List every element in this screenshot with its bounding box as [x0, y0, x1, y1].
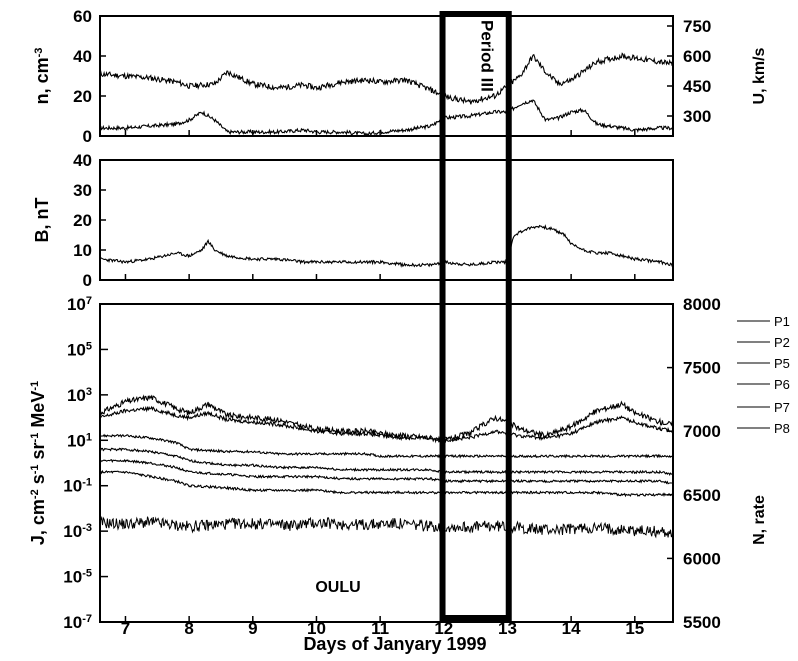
series-U	[99, 52, 674, 105]
series-oulu	[99, 515, 674, 539]
tick-label: 10-5	[63, 568, 92, 587]
x-tick-label: 10	[307, 619, 326, 638]
x-axis-label: Days of Janyary 1999	[303, 634, 486, 654]
x-tick-label: 14	[562, 619, 581, 638]
x-tick-label: 15	[625, 619, 644, 638]
legend-label: P7	[774, 400, 790, 415]
series-layer	[99, 52, 674, 539]
tick-label: 450	[683, 77, 711, 96]
middle-left-ticks: 0 10 20 30 40	[73, 151, 106, 290]
x-tick-label: 12	[434, 619, 453, 638]
bottom-right-ticks: 5500 6000 6500 7000 7500 8000	[667, 295, 721, 632]
x-tick-label: 11	[371, 619, 389, 638]
legend-label: P6	[774, 377, 790, 392]
series-P2	[99, 405, 674, 444]
tick-label: 60	[73, 7, 92, 26]
tick-label: 103	[67, 386, 92, 405]
tick-label: 40	[73, 151, 92, 170]
tick-label: 40	[73, 47, 92, 66]
tick-label: 600	[683, 47, 711, 66]
y-axis-label-top: n, cm-3	[32, 48, 52, 105]
x-tick-label: 9	[248, 619, 257, 638]
tick-label: 5500	[683, 613, 721, 632]
tick-label: 10-7	[63, 613, 92, 632]
tick-label: 20	[73, 211, 92, 230]
oulu-annotation: OULU	[315, 579, 360, 596]
tick-label: 750	[683, 17, 711, 36]
series-B	[99, 224, 674, 268]
legend-label: P5	[774, 356, 790, 371]
y2-axis-label-bottom: N, rate	[751, 495, 768, 545]
x-axis-ticks: 7 8 9 10 11 12 13 14 15	[121, 130, 644, 638]
tick-label: 101	[67, 431, 92, 450]
tick-label: 6500	[683, 486, 721, 505]
x-tick-label: 7	[121, 619, 130, 638]
tick-label: 0	[83, 127, 92, 146]
y2-axis-label-top: U, km/s	[751, 47, 768, 104]
y-axis-label-middle: B, nT	[32, 198, 52, 243]
period-box	[439, 11, 512, 621]
tick-label: 30	[73, 181, 92, 200]
legend-label: P8	[774, 421, 790, 436]
period-label: Period III	[478, 20, 497, 92]
series-P5	[99, 433, 674, 459]
tick-label: 10-1	[63, 477, 92, 496]
series-P1	[99, 394, 674, 444]
tick-label: 107	[67, 295, 92, 314]
panel-bottom-frame	[99, 303, 674, 623]
legend-label: P1	[774, 314, 790, 329]
y-axis-label-bottom: J, cm-2 s-1 sr-1 MeV-1	[28, 381, 48, 545]
tick-label: 105	[67, 340, 92, 359]
tick-label: 20	[73, 87, 92, 106]
legend-label: P2	[774, 335, 790, 350]
x-tick-label: 13	[498, 619, 517, 638]
panel-middle-frame	[99, 159, 674, 281]
top-left-ticks: 0 20 40 60	[73, 7, 106, 146]
tick-label: 10	[73, 241, 92, 260]
series-P8	[99, 469, 674, 498]
bottom-left-ticks: 10-7 10-5 10-3 10-1 101 103 105 107	[63, 295, 108, 632]
panel-top-frame	[99, 15, 674, 137]
tick-label: 0	[83, 271, 92, 290]
series-P7	[99, 458, 674, 485]
tick-label: 10-3	[63, 522, 92, 541]
tick-label: 6000	[683, 549, 721, 568]
tick-label: 7000	[683, 422, 721, 441]
tick-label: 7500	[683, 359, 721, 378]
x-tick-label: 8	[184, 619, 193, 638]
series-P6	[99, 447, 674, 477]
top-right-ticks: 300 450 600 750	[667, 17, 711, 126]
tick-label: 300	[683, 107, 711, 126]
series-n	[99, 99, 674, 137]
tick-label: 8000	[683, 295, 721, 314]
legend: P1 P2 P5 P6 P7 P8	[737, 314, 790, 436]
